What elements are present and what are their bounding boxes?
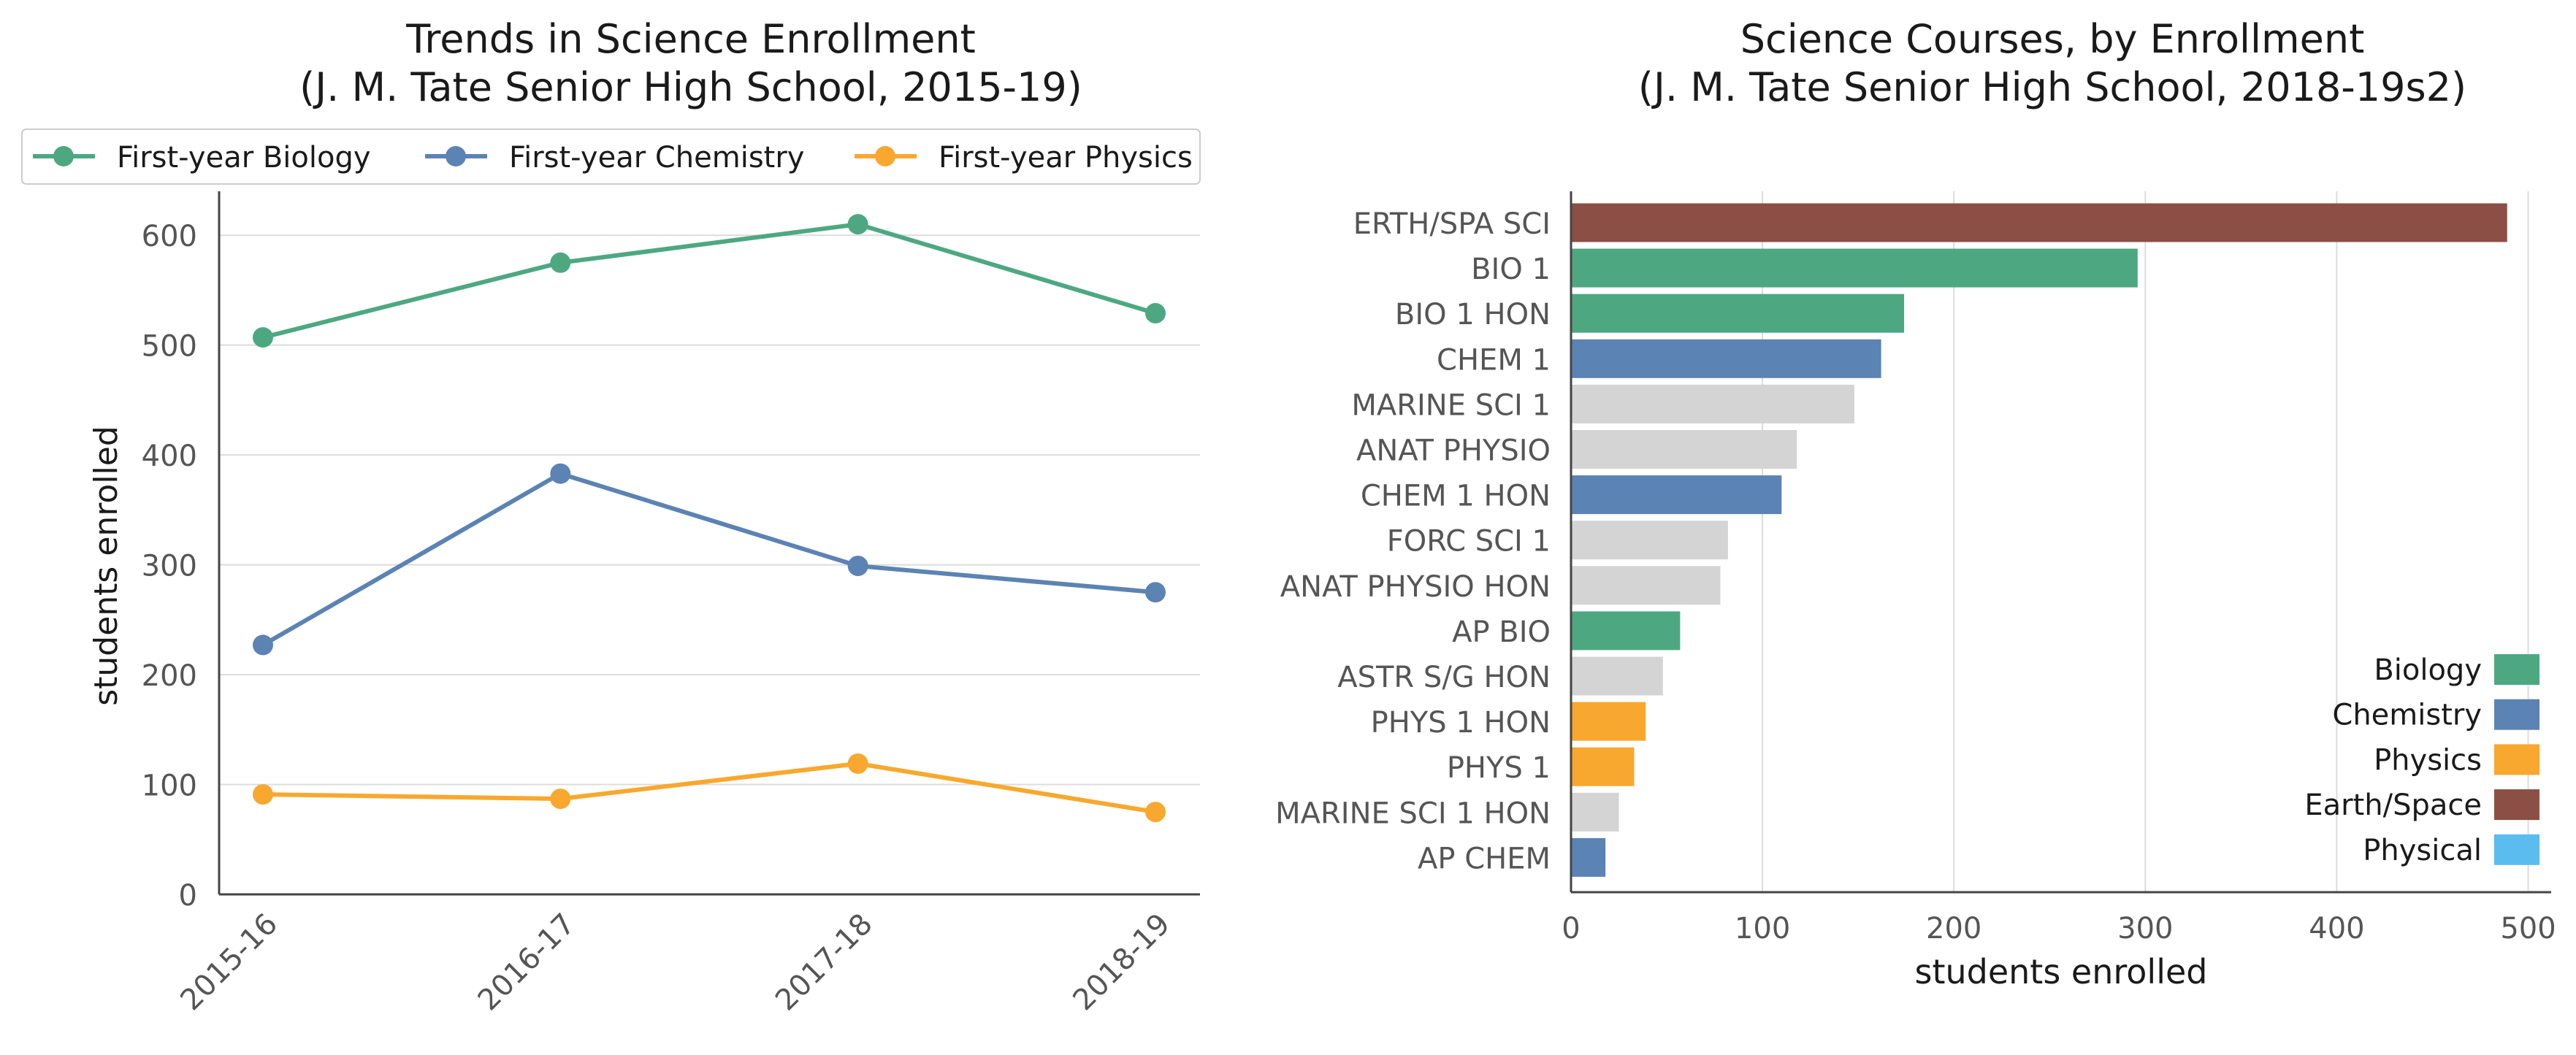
bar-chart-title: Science Courses, by Enrollment	[1740, 16, 2365, 62]
category-label: ANAT PHYSIO	[1356, 434, 1551, 468]
legend-label: Chemistry	[2332, 699, 2482, 732]
line-chart-x-tick-labels: 2015-16 2016-17 2017-18 2018-19	[174, 908, 1177, 1018]
legend-frame	[21, 128, 1201, 185]
legend-swatch	[2494, 834, 2539, 865]
bar-chart-bars	[1570, 191, 2551, 894]
bar-chart-category-labels: ERTH/SPA SCI BIO 1 BIO 1 HON CHEM 1 MARINE S…	[1275, 207, 1551, 875]
x-tick-label: 2017-18	[769, 908, 879, 1018]
data-point	[550, 252, 571, 273]
bar	[1571, 339, 1881, 378]
line-chart-subtitle: (J. M. Tate Senior High School, 2015-19)	[299, 64, 1082, 110]
bar	[1571, 837, 1606, 877]
bar	[1571, 203, 2507, 242]
legend-marker	[53, 146, 74, 166]
x-tick-label: 400	[2309, 912, 2364, 945]
y-tick-label: 500	[142, 330, 197, 364]
category-label: BIO 1 HON	[1395, 298, 1551, 331]
y-tick-label: 0	[179, 879, 197, 913]
y-tick-label: 100	[142, 770, 197, 803]
line-chart-series	[253, 214, 1166, 823]
line-chart-y-tick-labels: 0 100 200 300 400 500 600	[142, 220, 197, 913]
data-point	[253, 327, 273, 348]
data-point	[550, 789, 571, 810]
bar	[1571, 611, 1681, 651]
bar-chart-courses-by-enrollment: Science Courses, by Enrollment (J. M. Ta…	[1275, 16, 2556, 991]
x-tick-label: 2018-19	[1066, 908, 1177, 1018]
bar	[1571, 294, 1905, 333]
series-line	[261, 471, 1156, 648]
category-label: MARINE SCI 1	[1351, 388, 1551, 422]
x-tick-label: 0	[1562, 912, 1580, 945]
x-tick-label: 100	[1735, 912, 1790, 945]
category-label: BIO 1	[1471, 253, 1551, 286]
data-point	[550, 463, 571, 484]
bar-chart-x-tick-labels: 0 100 200 300 400 500	[1562, 912, 2556, 945]
legend-swatch	[2494, 699, 2539, 730]
bar	[1571, 792, 1619, 832]
legend-marker	[446, 146, 466, 166]
legend-label: First-year Chemistry	[509, 141, 804, 174]
line-chart-title: Trends in Science Enrollment	[405, 16, 976, 62]
x-tick-label: 300	[2117, 912, 2173, 945]
series-line	[262, 761, 1156, 815]
legend-label: Biology	[2374, 653, 2482, 687]
bar	[1571, 475, 1782, 515]
bar	[1571, 521, 1728, 560]
legend-label: First-year Biology	[117, 141, 371, 174]
y-tick-label: 600	[142, 220, 197, 253]
line-chart-y-axis-label: students enrolled	[88, 426, 125, 706]
x-tick-label: 500	[2500, 912, 2556, 945]
legend-label: Earth/Space	[2304, 789, 2482, 822]
data-point	[253, 634, 273, 656]
category-label: PHYS 1	[1447, 751, 1551, 785]
legend-swatch	[2494, 789, 2539, 821]
category-label: PHYS 1 HON	[1371, 706, 1551, 740]
category-label: ANAT PHYSIO HON	[1280, 570, 1551, 604]
category-label: AP CHEM	[1418, 842, 1551, 875]
legend-swatch	[2494, 744, 2539, 775]
bar	[1571, 656, 1663, 696]
bar	[1571, 248, 2138, 288]
bar	[1571, 566, 1721, 605]
bar-chart-gridlines	[1762, 191, 2529, 892]
data-point	[1145, 582, 1166, 603]
series-line	[262, 222, 1156, 340]
bar-chart-subtitle: (J. M. Tate Senior High School, 2018-19s…	[1638, 64, 2466, 110]
legend-marker	[875, 146, 895, 166]
bar-chart-legend: Biology Chemistry Physics Earth/Space Physic…	[2304, 653, 2539, 867]
line-chart-gridlines	[218, 191, 1200, 896]
legend-label: Physical	[2363, 834, 2482, 867]
data-point	[847, 214, 868, 235]
data-point	[1145, 802, 1166, 823]
category-label: FORC SCI 1	[1387, 525, 1551, 559]
legend-label: First-year Physics	[939, 141, 1193, 174]
line-chart-enrollment-trends: Trends in Science Enrollment (J. M. Tate…	[21, 16, 1201, 1018]
line-chart-legend: First-year Biology First-year Chemistry Fi…	[21, 128, 1201, 185]
bar	[1571, 702, 1646, 741]
category-label: ERTH/SPA SCI	[1353, 207, 1551, 241]
y-tick-label: 300	[142, 550, 197, 583]
category-label: CHEM 1	[1437, 343, 1551, 377]
x-tick-label: 2015-16	[174, 908, 284, 1018]
x-tick-label: 200	[1926, 912, 1981, 945]
category-label: MARINE SCI 1 HON	[1275, 797, 1551, 830]
data-point	[847, 753, 868, 774]
category-label: AP BIO	[1452, 615, 1551, 649]
bar-chart-x-axis-label: students enrolled	[1915, 952, 2208, 991]
data-point	[1145, 303, 1166, 324]
bar	[1571, 384, 1854, 423]
category-label: ASTR S/G HON	[1337, 661, 1551, 694]
y-tick-label: 400	[142, 440, 197, 473]
category-label: CHEM 1 HON	[1361, 480, 1551, 513]
data-point	[847, 556, 868, 577]
data-point	[253, 784, 273, 805]
x-tick-label: 2016-17	[472, 908, 582, 1018]
legend-swatch	[2494, 654, 2539, 685]
bar	[1571, 430, 1797, 469]
legend-label: Physics	[2374, 743, 2482, 777]
y-tick-label: 200	[142, 659, 197, 693]
bar	[1571, 747, 1635, 786]
